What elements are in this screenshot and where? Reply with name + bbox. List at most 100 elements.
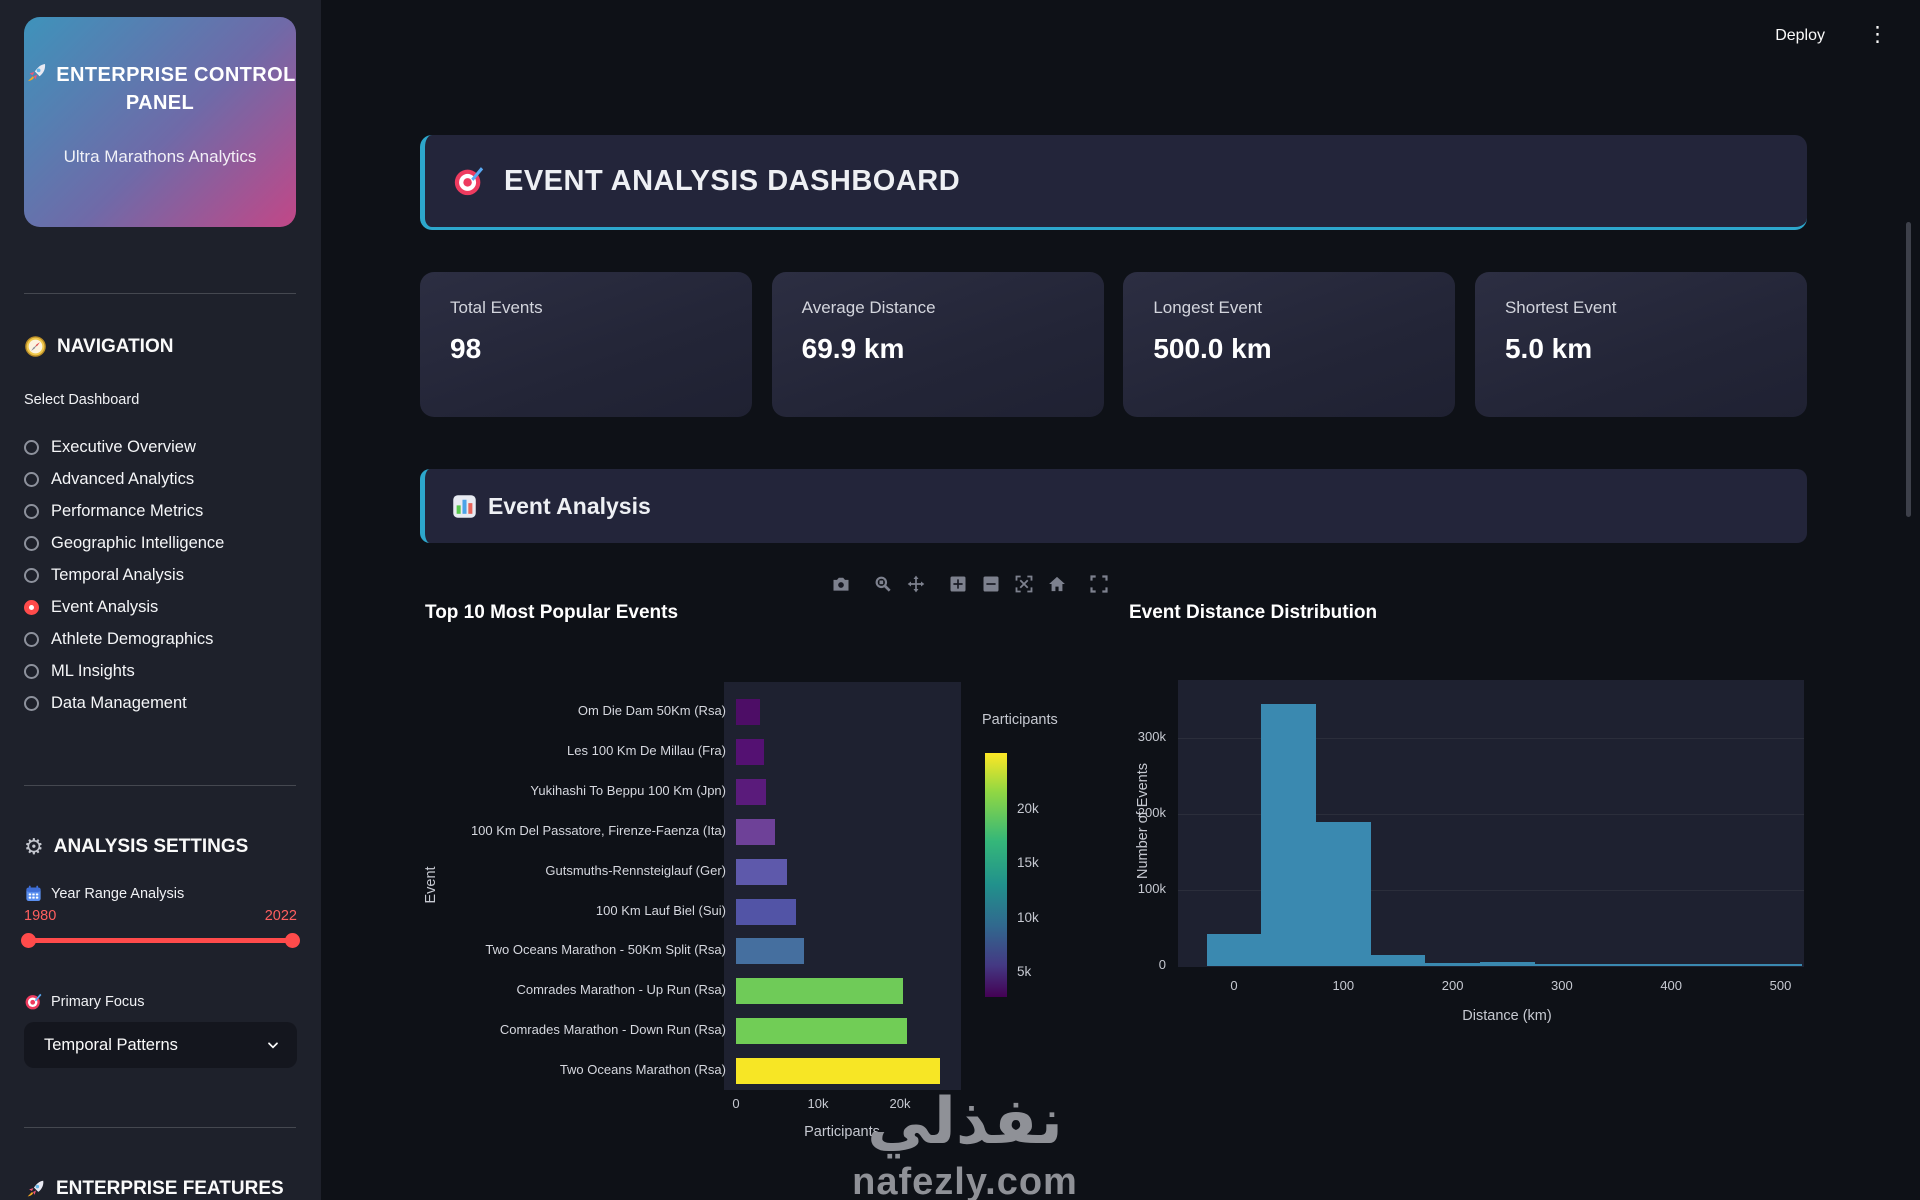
bar-chart-icon bbox=[451, 493, 478, 520]
calendar-icon bbox=[24, 884, 43, 903]
radio-icon bbox=[24, 535, 39, 551]
sidebar-item-label: Data Management bbox=[51, 693, 187, 712]
right-chart-y-tick: 100k bbox=[1137, 881, 1166, 896]
radio-selected-icon bbox=[24, 599, 39, 615]
year-range-slider-handle-max[interactable] bbox=[285, 933, 300, 948]
left-chart-x-tick: 10k bbox=[807, 1096, 829, 1111]
sidebar-item-event-analysis[interactable]: Event Analysis bbox=[24, 591, 224, 623]
kebab-menu-icon[interactable]: ⋮ bbox=[1867, 23, 1888, 46]
section-header-card: Event Analysis bbox=[420, 469, 1807, 543]
autoscale-icon[interactable] bbox=[1014, 574, 1034, 594]
event-bar bbox=[736, 699, 760, 725]
zoom-icon[interactable] bbox=[873, 574, 893, 594]
enterprise-features-header: ENTERPRISE FEATURES bbox=[24, 1178, 284, 1200]
primary-focus-label: Primary Focus bbox=[24, 992, 144, 1011]
event-bar bbox=[736, 938, 804, 965]
year-range-max: 2022 bbox=[264, 908, 297, 924]
radio-icon bbox=[24, 663, 39, 679]
colorbar-tick: 5k bbox=[1017, 964, 1032, 980]
right-chart-x-tick: 0 bbox=[1230, 978, 1238, 993]
zoom-in-icon[interactable] bbox=[948, 574, 968, 594]
event-bar bbox=[736, 738, 764, 765]
analysis-settings-header: ⚙ ANALYSIS SETTINGS bbox=[24, 834, 248, 860]
event-label: 100 Km Del Passatore, Firenze-Faenza (It… bbox=[470, 822, 726, 838]
year-range-min: 1980 bbox=[24, 908, 57, 924]
right-chart-x-tick: 200 bbox=[1441, 978, 1464, 993]
year-range-label: Year Range Analysis bbox=[24, 884, 184, 903]
metric-label: Longest Event bbox=[1153, 298, 1263, 317]
sidebar-item-executive-overview[interactable]: Executive Overview bbox=[24, 431, 224, 463]
home-icon[interactable] bbox=[1047, 574, 1067, 594]
metric-card: Shortest Event 5.0 km bbox=[1474, 272, 1807, 417]
metric-card: Longest Event 500.0 km bbox=[1123, 272, 1456, 417]
radio-icon bbox=[24, 439, 39, 455]
deploy-button[interactable]: Deploy bbox=[1775, 27, 1825, 44]
sidebar-item-label: Advanced Analytics bbox=[51, 469, 195, 488]
event-label: Les 100 Km De Millau (Fra) bbox=[567, 742, 726, 758]
sidebar-item-performance-metrics[interactable]: Performance Metrics bbox=[24, 495, 224, 527]
right-chart-x-tick: 400 bbox=[1660, 978, 1683, 993]
histogram-bar bbox=[1479, 961, 1535, 966]
gear-icon: ⚙ bbox=[24, 834, 44, 859]
colorbar-tick: 10k bbox=[1017, 909, 1039, 925]
page-title: EVENT ANALYSIS DASHBOARD bbox=[504, 164, 961, 197]
target-icon bbox=[24, 992, 43, 1011]
sidebar-item-label: Temporal Analysis bbox=[51, 565, 184, 584]
event-bar bbox=[736, 1018, 907, 1045]
metric-value: 5.0 km bbox=[1504, 333, 1593, 364]
brand-card: ENTERPRISE CONTROL PANEL Ultra Marathons… bbox=[24, 17, 296, 227]
brand-title: ENTERPRISE CONTROL PANEL bbox=[24, 61, 296, 117]
analysis-settings-title: ANALYSIS SETTINGS bbox=[53, 836, 249, 857]
event-label: Comrades Marathon - Up Run (Rsa) bbox=[516, 982, 726, 998]
radio-icon bbox=[24, 567, 39, 583]
sidebar-item-geographic-intelligence[interactable]: Geographic Intelligence bbox=[24, 527, 224, 559]
right-chart-title: Event Distance Distribution bbox=[1129, 602, 1378, 623]
sidebar: ENTERPRISE CONTROL PANEL Ultra Marathons… bbox=[0, 0, 321, 1200]
year-range-slider-track[interactable] bbox=[24, 938, 297, 943]
sidebar-divider bbox=[24, 293, 296, 294]
right-chart-y-tick: 0 bbox=[1158, 957, 1166, 972]
metric-card: Total Events 98 bbox=[420, 272, 752, 417]
metric-value: 69.9 km bbox=[801, 333, 905, 364]
metrics-row: Total Events 98 Average Distance 69.9 km Lon… bbox=[420, 272, 1807, 417]
left-chart-x-tick: 20k bbox=[889, 1096, 911, 1111]
year-range-slider-handle-min[interactable] bbox=[21, 933, 36, 948]
histogram-bar bbox=[1261, 703, 1316, 966]
event-bar bbox=[736, 818, 775, 845]
gridline bbox=[1178, 890, 1804, 891]
metric-label: Shortest Event bbox=[1504, 298, 1617, 317]
sidebar-item-temporal-analysis[interactable]: Temporal Analysis bbox=[24, 559, 224, 591]
fullscreen-icon[interactable] bbox=[1089, 574, 1109, 594]
gridline bbox=[1178, 814, 1804, 815]
right-chart-y-axis-title: Number of Events bbox=[1135, 762, 1151, 880]
dashboard-radio-group: Executive Overview Advanced Analytics Perf… bbox=[24, 431, 224, 719]
histogram-bar bbox=[1315, 821, 1371, 966]
camera-icon[interactable] bbox=[831, 574, 851, 594]
sidebar-item-advanced-analytics[interactable]: Advanced Analytics bbox=[24, 463, 224, 495]
sidebar-item-data-management[interactable]: Data Management bbox=[24, 687, 224, 719]
primary-focus-select[interactable]: Temporal Patterns bbox=[24, 1022, 297, 1068]
zoom-out-icon[interactable] bbox=[981, 574, 1001, 594]
radio-icon bbox=[24, 503, 39, 519]
metric-value: 98 bbox=[450, 333, 482, 364]
target-icon bbox=[452, 164, 486, 198]
scrollbar-thumb[interactable] bbox=[1906, 222, 1911, 517]
primary-focus-label-text: Primary Focus bbox=[51, 993, 145, 1010]
right-chart-x-tick: 100 bbox=[1332, 978, 1355, 993]
sidebar-item-athlete-demographics[interactable]: Athlete Demographics bbox=[24, 623, 224, 655]
event-bar bbox=[736, 1058, 940, 1085]
sidebar-item-ml-insights[interactable]: ML Insights bbox=[24, 655, 224, 687]
metric-value: 500.0 km bbox=[1153, 333, 1272, 364]
event-label: Yukihashi To Beppu 100 Km (Jpn) bbox=[530, 782, 726, 798]
histogram-bar bbox=[1370, 954, 1426, 966]
event-bar bbox=[736, 978, 903, 1005]
sidebar-divider bbox=[24, 785, 296, 786]
left-chart-x-tick: 0 bbox=[732, 1096, 740, 1111]
pan-icon[interactable] bbox=[906, 574, 926, 594]
event-label: Gutsmuths-Rennsteiglauf (Ger) bbox=[545, 862, 726, 878]
colorbar-tick: 20k bbox=[1017, 800, 1039, 816]
navigation-title: NAVIGATION bbox=[57, 335, 174, 357]
event-bar bbox=[736, 778, 766, 805]
sidebar-item-label: Geographic Intelligence bbox=[51, 533, 225, 552]
